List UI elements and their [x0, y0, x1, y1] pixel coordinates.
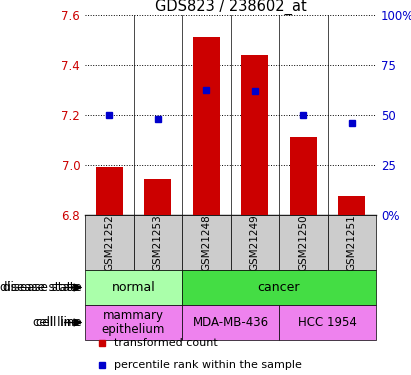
Text: HCC 1954: HCC 1954 [298, 316, 357, 329]
Bar [290, 138, 316, 215]
Text: GSM21252: GSM21252 [104, 214, 114, 271]
Text: GSM21253: GSM21253 [153, 214, 163, 271]
Text: disease state: disease state [3, 281, 82, 294]
Text: cell line: cell line [37, 316, 82, 329]
Bar [182, 305, 279, 340]
Bar [241, 55, 268, 215]
Text: GSM21250: GSM21250 [298, 214, 308, 271]
Bar [338, 196, 365, 215]
Text: GSM21248: GSM21248 [201, 214, 211, 271]
Bar [85, 270, 182, 305]
Bar [182, 270, 376, 305]
Text: cancer: cancer [258, 281, 300, 294]
Text: GSM21249: GSM21249 [250, 214, 260, 271]
Text: percentile rank within the sample: percentile rank within the sample [114, 360, 302, 370]
Bar [134, 215, 182, 270]
Bar [279, 215, 328, 270]
Bar [279, 305, 376, 340]
Bar [182, 215, 231, 270]
Bar [231, 215, 279, 270]
Text: cell line: cell line [33, 316, 79, 329]
Bar [144, 179, 171, 215]
Bar [85, 305, 182, 340]
Text: normal: normal [112, 281, 155, 294]
Bar [328, 215, 376, 270]
Text: disease state: disease state [0, 281, 79, 294]
Text: transformed count: transformed count [114, 338, 218, 348]
Bar [85, 215, 134, 270]
Bar [193, 38, 219, 215]
Title: GDS823 / 238602_at: GDS823 / 238602_at [155, 0, 306, 15]
Text: mammary
epithelium: mammary epithelium [102, 309, 165, 336]
Bar [96, 167, 122, 215]
Text: GSM21251: GSM21251 [347, 214, 357, 271]
Text: MDA-MB-436: MDA-MB-436 [192, 316, 268, 329]
